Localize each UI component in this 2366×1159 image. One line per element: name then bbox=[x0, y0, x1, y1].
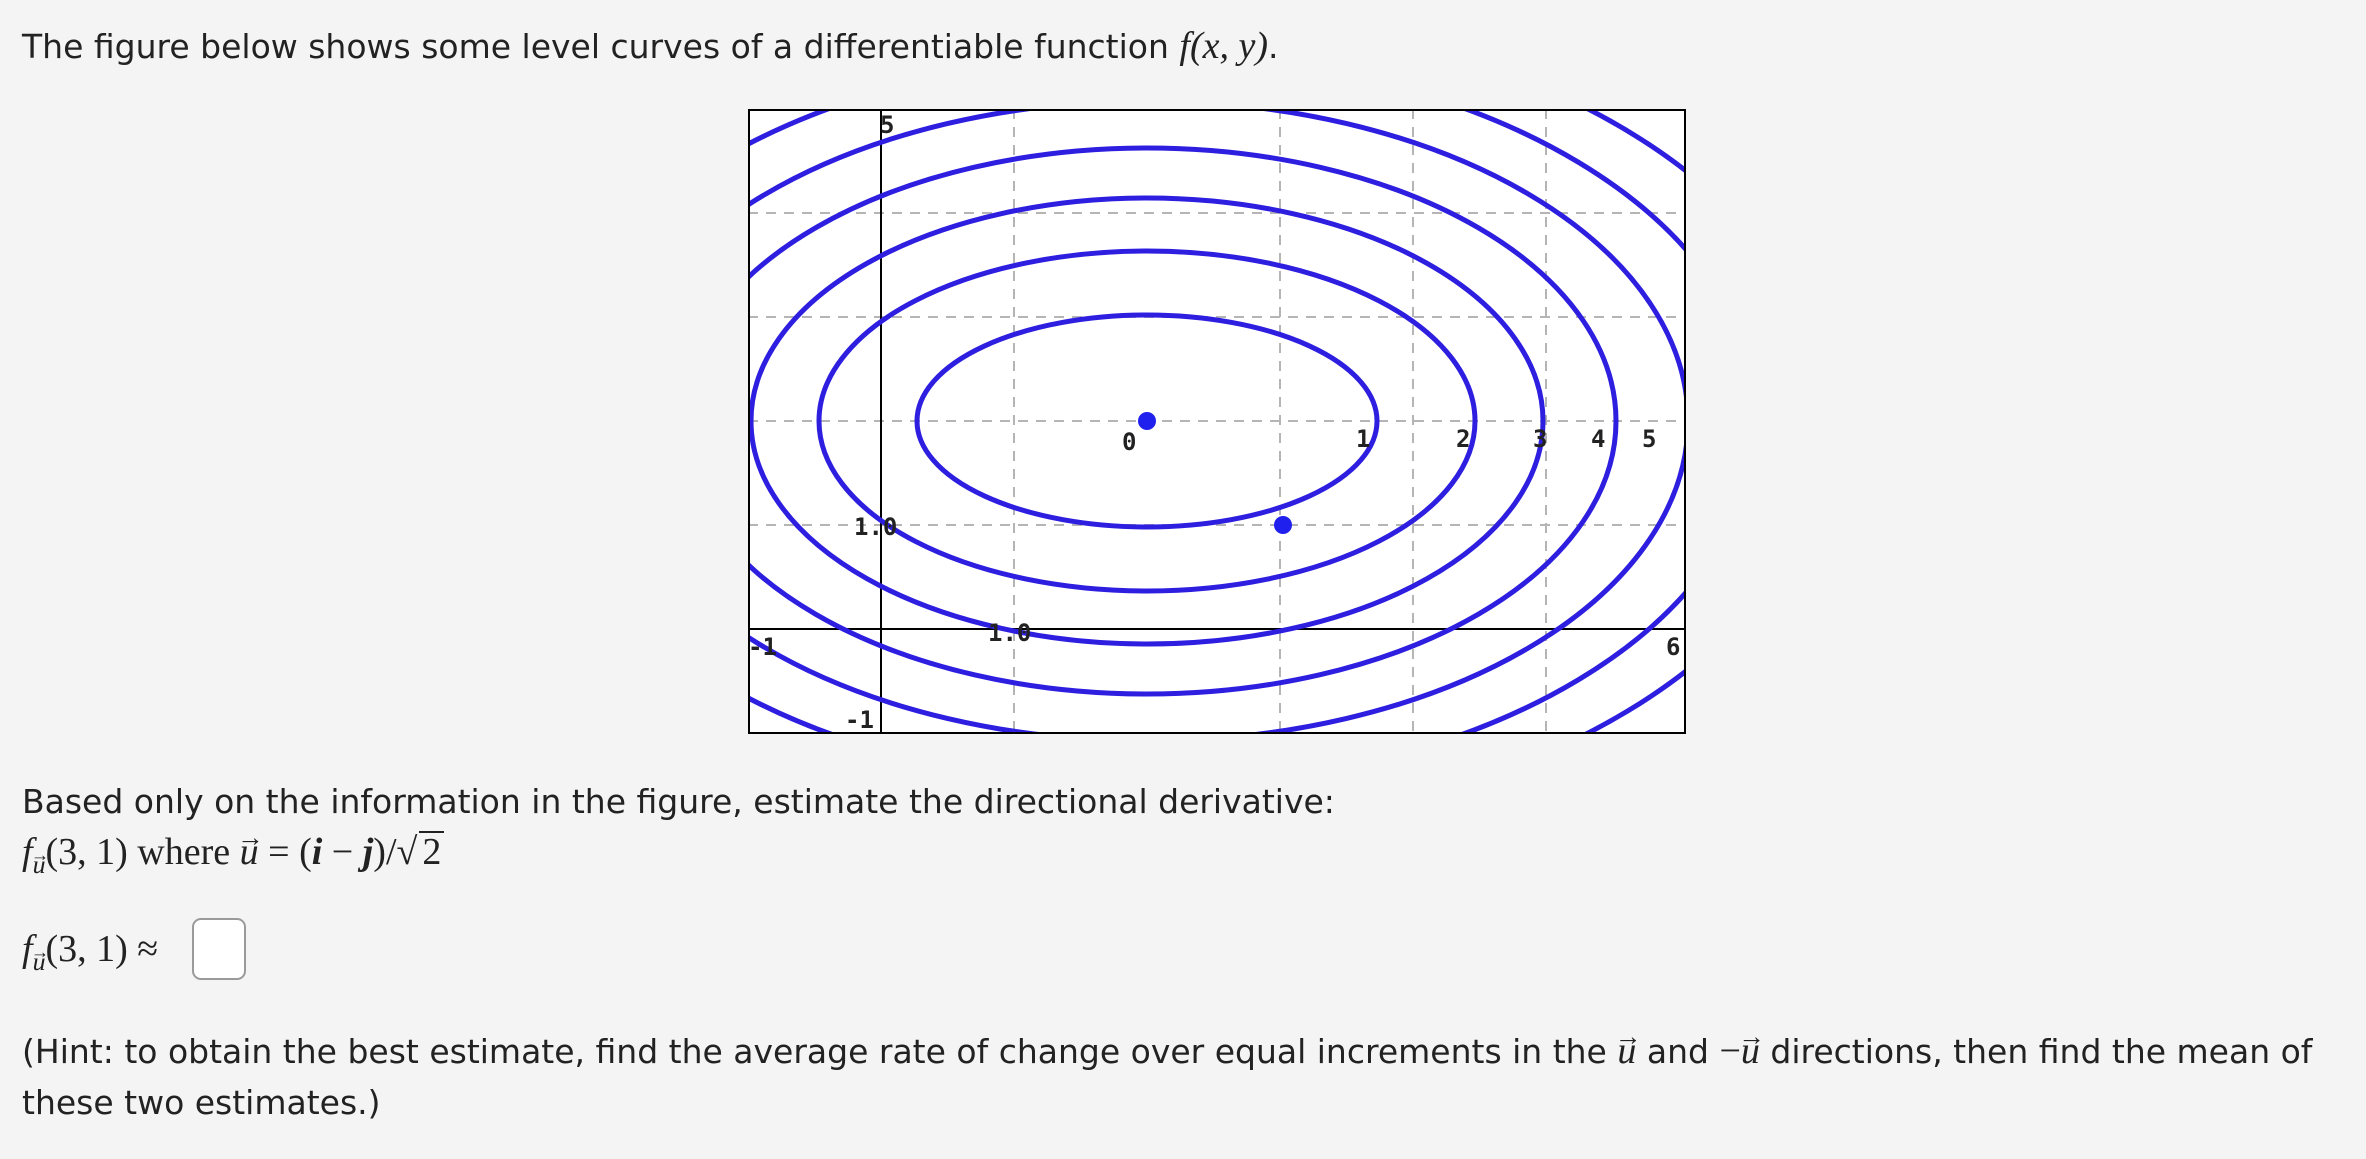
paren-open: ( bbox=[299, 831, 312, 873]
approx-sign: ≈ bbox=[137, 928, 159, 970]
f-symbol: f bbox=[22, 831, 33, 873]
y-tick-label-1: 1.0 bbox=[854, 513, 897, 541]
i-vector: i bbox=[311, 831, 323, 873]
x-tick-label-1: 1.0 bbox=[988, 619, 1031, 647]
hint-part1: (Hint: to obtain the best estimate, find… bbox=[22, 1032, 1607, 1071]
point-3-1 bbox=[1274, 516, 1292, 534]
y-tick-label-5: 5 bbox=[880, 111, 894, 139]
hint-and: and bbox=[1646, 1032, 1709, 1071]
u-subscript: u bbox=[33, 841, 46, 889]
axes bbox=[748, 109, 1686, 734]
intro-period: . bbox=[1268, 27, 1279, 66]
x-tick-label-neg1: -1 bbox=[748, 633, 777, 661]
j-vector: j bbox=[362, 831, 374, 873]
function-name: f(x, y) bbox=[1179, 25, 1269, 67]
level-curve-3 bbox=[748, 195, 1546, 647]
sqrt-sign: √ bbox=[396, 831, 418, 873]
plot-frame bbox=[748, 109, 1686, 734]
level-curve-4 bbox=[748, 145, 1619, 697]
answer-f-symbol: f bbox=[22, 928, 33, 970]
sqrt-arg: 2 bbox=[419, 831, 445, 873]
paren-close: ) bbox=[373, 831, 386, 873]
level-label-5: 5 bbox=[1642, 425, 1656, 453]
equals-sign: = bbox=[268, 831, 290, 873]
answer-args: (3, 1) bbox=[45, 928, 128, 970]
intro-text: The figure below shows some level curves… bbox=[22, 22, 1279, 71]
where-word: where bbox=[137, 831, 231, 873]
point-args: (3, 1) bbox=[45, 831, 128, 873]
answer-u-subscript: u bbox=[33, 938, 46, 986]
question-lead-text: Based only on the information in the fig… bbox=[22, 782, 1335, 821]
level-label-2: 2 bbox=[1456, 425, 1470, 453]
level-label-1: 1 bbox=[1356, 425, 1370, 453]
figure-labels: -1 1.0 6 5 1.0 -1 0 1 2 3 4 5 bbox=[748, 111, 1680, 734]
answer-row: fu(3, 1) ≈ bbox=[22, 925, 158, 986]
slash: / bbox=[385, 831, 397, 873]
intro-label: The figure below shows some level curves… bbox=[22, 27, 1169, 66]
hint-u-vector: u bbox=[1617, 1026, 1636, 1077]
marked-points bbox=[1138, 412, 1292, 534]
y-tick-label-neg1: -1 bbox=[845, 706, 874, 734]
level-label-3: 3 bbox=[1533, 425, 1547, 453]
level-curves bbox=[748, 109, 1686, 734]
question-formula: fu(3, 1) where u = (i − j)/√2 bbox=[22, 828, 445, 889]
hint-text: (Hint: to obtain the best estimate, find… bbox=[22, 1026, 2322, 1128]
minus-sign: − bbox=[331, 831, 354, 873]
answer-input[interactable] bbox=[192, 918, 246, 980]
hint-neg-u-vector: u bbox=[1741, 1026, 1760, 1077]
level-label-0: 0 bbox=[1122, 428, 1136, 456]
level-curve-1 bbox=[914, 312, 1380, 530]
level-curve-figure: -1 1.0 6 5 1.0 -1 0 1 2 3 4 5 bbox=[748, 109, 1686, 734]
x-tick-label-6: 6 bbox=[1666, 633, 1680, 661]
hint-part2: directions, then find the mean of these … bbox=[22, 1032, 2313, 1122]
question-lead: Based only on the information in the fig… bbox=[22, 778, 1335, 826]
center-point bbox=[1138, 412, 1156, 430]
hint-negative-sign: − bbox=[1719, 1030, 1741, 1072]
level-curve-2 bbox=[816, 248, 1478, 594]
u-vector: u bbox=[240, 828, 259, 876]
level-label-4: 4 bbox=[1591, 425, 1605, 453]
